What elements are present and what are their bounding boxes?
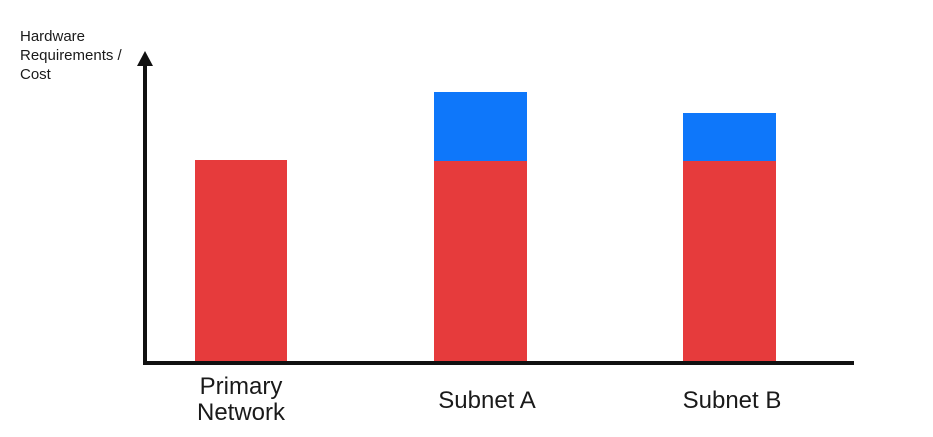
y-axis-line <box>143 62 147 363</box>
bar-segment <box>683 161 776 362</box>
y-axis-arrow-icon <box>137 51 153 66</box>
category-label-primary-network: Primary Network <box>196 373 286 426</box>
category-label-subnet-b: Subnet B <box>682 387 782 414</box>
category-label-subnet-a: Subnet A <box>438 387 536 414</box>
x-axis-line <box>143 361 854 365</box>
y-axis-label: Hardware Requirements / Cost <box>20 28 122 83</box>
bar-segment <box>434 161 527 362</box>
bar-segment <box>683 113 776 161</box>
bar-segment <box>434 92 527 161</box>
bar-segment <box>195 160 287 362</box>
